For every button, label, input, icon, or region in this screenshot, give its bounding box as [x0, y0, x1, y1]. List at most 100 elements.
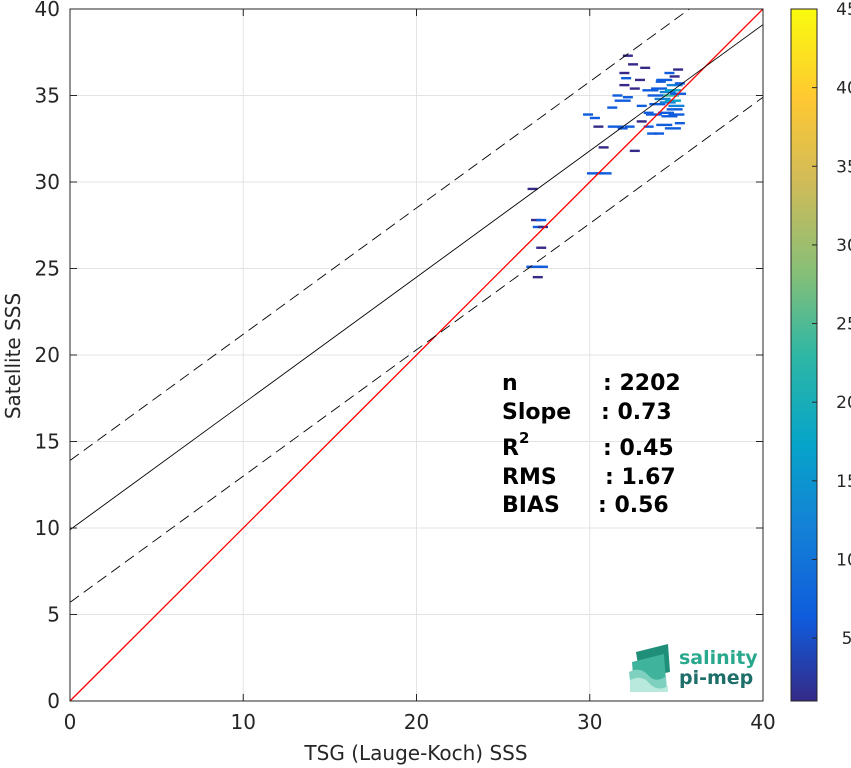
stat-r2-label: R2 [502, 429, 529, 461]
density-cell [607, 106, 618, 109]
stat-n: n : 2202 [502, 371, 681, 396]
colorbar-ticks: 5 10 15 20 25 30 35 40 45 [812, 0, 851, 649]
density-cell [622, 96, 633, 99]
colorbar-tick-label: 30 [836, 236, 851, 256]
x-axis-ticks: 0 10 20 30 40 [64, 9, 776, 734]
stat-slope: Slope : 0.73 [502, 400, 672, 425]
y-axis-ticks: 0 5 10 15 20 25 30 35 40 [35, 0, 763, 713]
colorbar-gradient [790, 8, 818, 702]
density-cell [673, 68, 684, 71]
density-cell [643, 125, 654, 128]
density-cell [583, 113, 594, 116]
density-cell [537, 225, 548, 229]
salinity-pi-mep-logo: salinity pi-mep [629, 644, 758, 692]
colorbar-tick-label: 20 [836, 393, 851, 413]
density-cell [656, 78, 673, 82]
colorbar-tick-label: 5 [842, 629, 851, 649]
upper-bound-line [69, 8, 690, 461]
density-cell [664, 99, 681, 102]
stat-rms-value: : 1.67 [605, 465, 676, 490]
density-cell [607, 125, 624, 128]
wave-stack-icon [629, 644, 670, 692]
density-cell [666, 108, 683, 111]
density-cell [664, 127, 681, 130]
density-cell [640, 66, 651, 70]
colorbar-tick-label: 25 [836, 315, 851, 335]
y-tick-label: 30 [35, 170, 60, 194]
density-cell [649, 102, 666, 106]
density-cell [666, 83, 683, 87]
density-cell [536, 218, 547, 222]
density-cell [634, 78, 645, 82]
density-cell [629, 149, 640, 153]
x-tick-label: 30 [577, 710, 602, 734]
stat-r2: R2 : 0.45 [502, 429, 674, 461]
density-cell [537, 265, 548, 268]
x-axis-label: TSG (Lauge-Koch) SSS [303, 741, 527, 765]
one-to-one-line [69, 8, 764, 702]
x-tick-label: 40 [750, 710, 775, 734]
x-tick-label: 0 [64, 710, 77, 734]
reference-lines [69, 8, 764, 702]
density-cell [612, 94, 623, 97]
colorbar-tick-label: 15 [836, 472, 851, 492]
density-cell [655, 80, 666, 83]
stat-bias: BIAS : 0.56 [502, 493, 669, 518]
stat-n-label: n [502, 371, 518, 396]
density-cell [651, 87, 668, 90]
y-tick-label: 10 [35, 516, 60, 540]
stat-r2-value: : 0.45 [603, 436, 674, 461]
stat-rms-label: RMS [502, 465, 557, 490]
stats-box: n : 2202 Slope : 0.73 R2 : 0.45 RMS : 1.… [502, 371, 681, 518]
stat-bias-label: BIAS [502, 493, 560, 518]
density-cell [619, 83, 630, 87]
density-cell [531, 218, 542, 222]
colorbar: 5 10 15 20 25 30 35 40 45 [790, 0, 851, 702]
density-cell [589, 116, 600, 120]
density-cell [622, 54, 633, 57]
regression-line [69, 24, 764, 531]
density-cell [598, 146, 609, 149]
colorbar-tick-label: 35 [836, 157, 851, 177]
density-cell [661, 115, 678, 118]
density-cell [654, 97, 671, 101]
stat-slope-value: : 0.73 [601, 400, 672, 425]
logo-line-1: salinity [679, 647, 758, 669]
density-cell [532, 275, 543, 279]
y-tick-label: 5 [47, 603, 60, 627]
density-cell [526, 265, 543, 268]
density-cell [619, 71, 630, 75]
density-cell [657, 111, 674, 114]
density-cell [586, 172, 603, 175]
colorbar-tick-label: 10 [836, 550, 851, 570]
density-cell [654, 132, 665, 135]
logo-line-2: pi-mep [679, 667, 753, 689]
density-cell [595, 172, 612, 175]
colorbar-tick-label: 45 [836, 0, 851, 20]
density-cell [642, 89, 659, 92]
density-cell [643, 111, 654, 114]
stat-rms: RMS : 1.67 [502, 465, 676, 490]
y-tick-label: 40 [35, 0, 60, 21]
density-cell [674, 121, 685, 125]
density-cell [532, 225, 543, 229]
stat-slope-label: Slope [502, 400, 571, 425]
density-cell [636, 120, 647, 123]
y-tick-label: 0 [47, 689, 60, 713]
density-cell [668, 113, 685, 116]
density-cell [617, 127, 628, 130]
colorbar-tick-label: 40 [836, 79, 851, 99]
density-cell [628, 63, 639, 66]
stat-n-value: : 2202 [603, 371, 681, 396]
density-cell [656, 123, 673, 127]
y-tick-label: 25 [35, 257, 60, 281]
density-cell [669, 75, 680, 78]
density-cell [621, 77, 632, 80]
y-tick-label: 20 [35, 343, 60, 367]
density-cell [645, 113, 662, 116]
density-cell [593, 125, 604, 128]
lower-bound-line [69, 96, 764, 603]
density-cell [614, 99, 631, 102]
x-tick-label: 10 [231, 710, 256, 734]
